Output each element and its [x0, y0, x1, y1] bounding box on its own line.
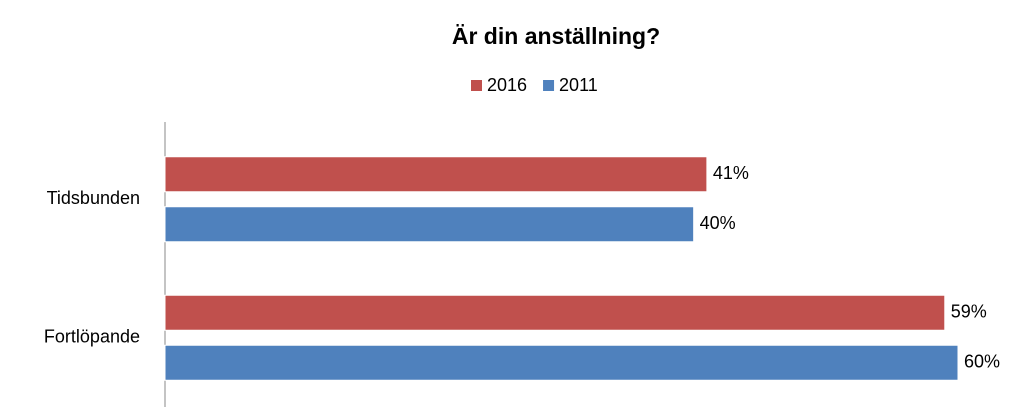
data-label: 60%: [964, 352, 1000, 372]
bar: [164, 156, 708, 193]
data-label: 41%: [713, 163, 749, 183]
data-label: 40%: [700, 213, 736, 233]
y-tick-label: Fortlöpande: [44, 327, 140, 347]
data-label: 59%: [951, 302, 987, 322]
legend-label: 2016: [487, 75, 527, 95]
legend-swatch: [471, 80, 482, 91]
legend-swatch: [543, 80, 555, 91]
legend-label: 2011: [559, 75, 598, 95]
bar: [164, 206, 695, 243]
bar: [164, 344, 959, 381]
bar: [164, 294, 946, 331]
y-tick-label: Tidsbunden: [47, 188, 140, 208]
chart-title: Är din anställning?: [452, 23, 660, 49]
